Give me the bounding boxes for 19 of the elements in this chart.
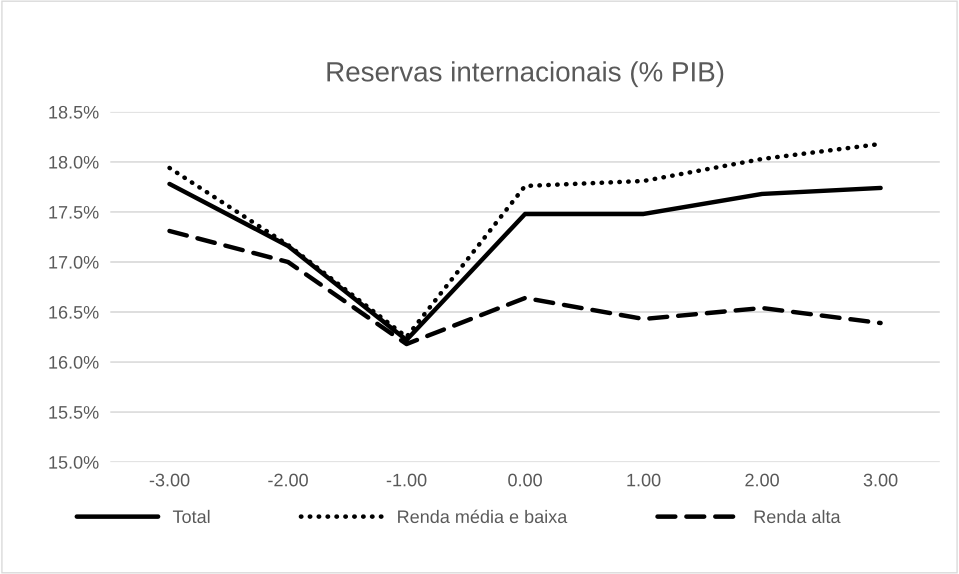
- x-tick-label: 3.00: [864, 474, 898, 486]
- y-tick-label: 15.5%: [49, 406, 99, 419]
- y-tick-label: 17.0%: [49, 256, 99, 269]
- x-tick-label: -2.00: [268, 474, 308, 486]
- y-tick-label: 18.5%: [49, 106, 99, 119]
- x-tick-label: -1.00: [386, 474, 426, 486]
- chart-title: Reservas internacionais (% PIB): [327, 61, 724, 88]
- y-tick-label: 17.5%: [49, 206, 99, 219]
- legend-label: Renda alta: [754, 510, 841, 524]
- legend-label: Total: [172, 510, 210, 524]
- x-tick-label: 0.00: [508, 474, 542, 486]
- legend-label: Renda média e baixa: [398, 510, 568, 524]
- y-tick-label: 16.5%: [49, 306, 99, 319]
- y-tick-label: 18.0%: [49, 156, 99, 169]
- x-tick-label: -3.00: [150, 474, 190, 486]
- x-tick-label: 1.00: [627, 474, 660, 486]
- y-tick-label: 15.0%: [49, 456, 99, 469]
- x-tick-label: 2.00: [745, 474, 779, 486]
- y-tick-label: 16.0%: [49, 356, 99, 369]
